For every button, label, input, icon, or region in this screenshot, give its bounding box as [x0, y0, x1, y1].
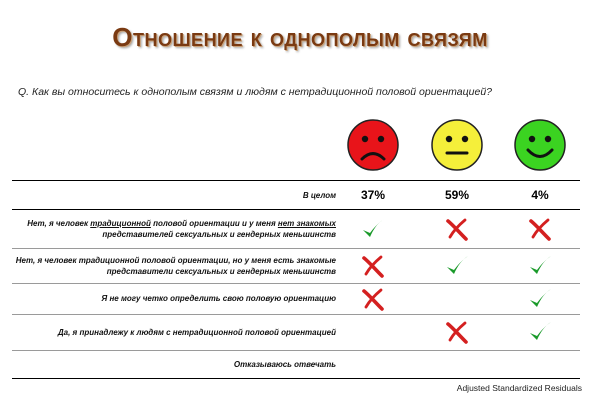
cross-icon	[527, 216, 553, 242]
overall-row-label: В целом	[302, 191, 336, 200]
neutral-face-icon	[430, 118, 484, 172]
overall-percent-1: 59%	[444, 188, 470, 202]
check-icon	[527, 319, 553, 345]
table-divider	[12, 314, 580, 315]
table-divider	[12, 283, 580, 284]
cross-icon	[360, 253, 386, 279]
response-row-label: Нет, я человек традиционной половой орие…	[15, 255, 336, 276]
response-row-label: Нет, я человек традиционной половой орие…	[27, 218, 336, 239]
overall-percent-2: 4%	[531, 188, 549, 202]
check-icon	[527, 286, 553, 312]
chart-title: Отношение к однополым связям	[112, 22, 488, 52]
check-icon	[360, 216, 386, 242]
table-divider	[12, 180, 580, 181]
survey-question: Q. Как вы относитесь к однополым связям …	[18, 86, 492, 98]
response-row-label: Отказываюсь отвечать	[233, 359, 336, 369]
neutral-face-fill	[431, 119, 483, 171]
table-divider	[12, 248, 580, 249]
check-icon	[527, 253, 553, 279]
cross-icon	[360, 286, 386, 312]
check-icon	[444, 253, 470, 279]
sad-face-icon	[346, 118, 400, 172]
overall-percent-0: 37%	[360, 188, 386, 202]
table-divider	[12, 378, 580, 379]
cross-icon	[444, 216, 470, 242]
table-divider	[12, 350, 580, 351]
happy-face-fill	[514, 119, 566, 171]
sad-face-fill	[347, 119, 399, 171]
response-row-label: Да, я принадлежу к людям с нетрадиционно…	[57, 327, 336, 337]
table-divider	[12, 209, 580, 210]
footnote: Adjusted Standardized Residuals	[456, 383, 582, 393]
response-row-label: Я не могу четко определить свою половую …	[101, 294, 336, 303]
happy-face-icon	[513, 118, 567, 172]
cross-icon	[444, 319, 470, 345]
